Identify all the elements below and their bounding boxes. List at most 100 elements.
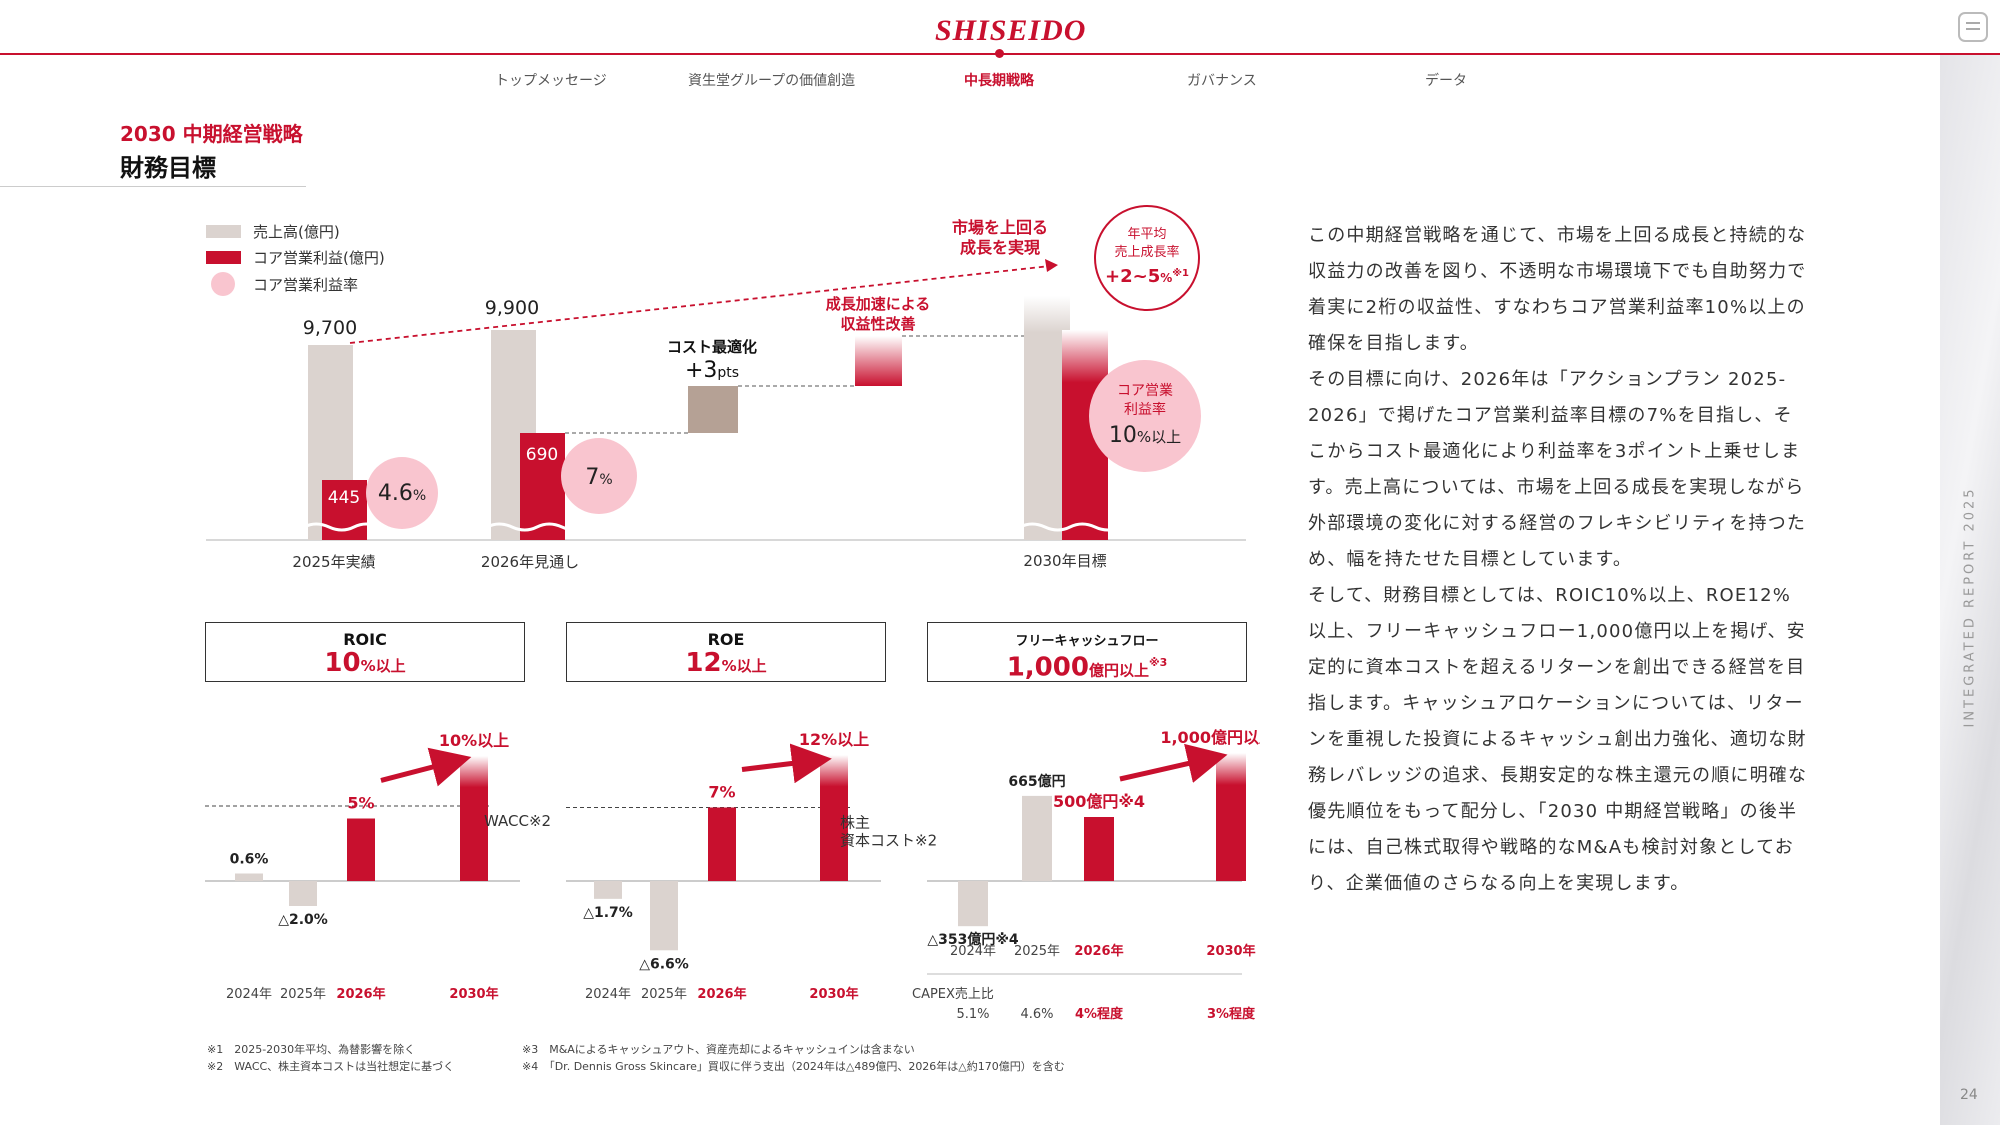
sales-value-2025: 9,700 [303,317,357,339]
margin-value-2026: 7% [585,465,612,490]
fcf-category-0: 2024年 [950,944,996,959]
legend-margin-swatch [211,272,235,296]
fcf-value-label-2: 500億円※4 [1053,792,1145,811]
nav-top-message[interactable]: トップメッセージ [495,73,607,89]
fcf-category-3: 2030年 [1206,943,1255,959]
fcf-capex-value-0: 5.1% [956,1007,989,1022]
fcf-category-1: 2025年 [1014,944,1060,959]
target-margin-value: 10%以上 [1109,423,1181,448]
kpi-roe-unit: %以上 [721,657,767,675]
break-mark [303,522,380,532]
year-label-2026: 2026年見通し [481,553,579,571]
target-margin-label-line1: コア営業 [1117,383,1173,399]
bar-cost-optimization [688,386,738,433]
fcf-category-2: 2026年 [1074,943,1123,959]
break-mark [1019,522,1121,532]
nav-value-creation[interactable]: 資生堂グループの価値創造 [688,73,856,89]
roe-value-label-3: 12%以上 [799,730,869,749]
cost-optimization-label: コスト最適化 [667,338,757,356]
fcf-capex-value-2: 4%程度 [1075,1006,1124,1022]
footnotes-left: ※1 2025-2030年平均、為替影響を除く ※2 WACC、株主資本コストは… [207,1041,454,1075]
roe-reference-label-line1: 株主 [840,814,870,832]
fcf-value-label-0: △353億円※4 [927,931,1019,948]
legend-core-op: コア営業利益(億円) [253,249,385,267]
shiseido-logo[interactable]: SHISEIDO [935,14,1087,47]
roic-value-label-3: 10%以上 [439,731,509,750]
market-label-line2: 成長を実現 [960,238,1040,257]
kpi-fcf-title: フリーキャッシュフロー [1015,634,1159,649]
roic-category-0: 2024年 [226,987,272,1002]
fcf-growth-arrow [1119,743,1228,783]
year-label-2025: 2025年実績 [292,553,375,571]
fcf-bar-0 [958,881,988,927]
margin-bubble-2026 [561,438,637,514]
roic-value-label-0: 0.6% [230,852,269,868]
legend-sales-swatch [206,225,241,238]
legend-sales: 売上高(億円) [253,223,340,241]
kpi-roe-title: ROE [707,630,745,649]
fcf-bar-3 [1216,753,1246,881]
growth-label-line2: 収益性改善 [840,315,915,333]
fcf-capex-value-3: 3%程度 [1207,1006,1256,1022]
roic-category-1: 2025年 [280,987,326,1002]
bar-core-op-2026 [520,433,565,540]
fcf-value-label-1: 665億円 [1008,773,1065,790]
sales-value-2026: 9,900 [485,297,539,319]
kpi-fcf-unit: 億円以上 [1088,661,1149,680]
kpi-fcf-number: 1,000 [1006,652,1089,683]
market-label-line1: 市場を上回る [952,218,1048,237]
roe-category-0: 2024年 [585,987,631,1002]
roe-bar-2 [708,807,736,881]
core-op-value-2025: 445 [328,488,360,508]
roe-value-label-2: 7% [708,783,735,802]
fcf-capex-label: CAPEX売上比 [912,986,994,1002]
body-text: この中期経営戦略を通じて、市場を上回る成長と持続的な収益力の改善を図り、不透明な… [1308,218,1808,902]
kpi-roic-box: ROIC 10%以上 [205,622,525,682]
section-label: 2030 中期経営戦略 [120,122,303,146]
side-panel [1940,55,2000,1125]
core-op-value-2026: 690 [526,445,558,465]
growth-trend-line [349,265,1051,344]
roic-bar-2 [347,818,375,881]
cagr-badge [1094,205,1200,311]
roe-bar-1 [650,881,678,951]
fcf-value-label-3: 1,000億円以上※3 [1160,728,1260,747]
cost-optimization-value: +3pts [685,358,739,383]
roic-category-3: 2030年 [449,986,498,1002]
footnote-3: ※3 M&Aによるキャッシュアウト、資産売却によるキャッシュインは含まない [522,1043,915,1056]
margin-value-2025: 4.6% [378,481,426,506]
fcf-bar-1 [1022,795,1052,881]
roe-reference-label-line2: 資本コスト※2 [840,832,937,850]
legend-margin: コア営業利益率 [253,276,358,294]
main-financial-chart: 売上高(億円) コア営業利益(億円) コア営業利益率 9,700 445 4.6… [206,205,1246,571]
target-margin-label-line2: 利益率 [1124,401,1166,418]
roe-category-3: 2030年 [809,986,858,1002]
body-paragraph-3: そして、財務目標としては、ROIC10%以上、ROE12%以上、フリーキャッシュ… [1308,585,1808,894]
footnotes-right: ※3 M&Aによるキャッシュアウト、資産売却によるキャッシュインは含まない ※4… [522,1041,1065,1075]
kpi-roe-value: 12%以上 [567,649,885,680]
footnote-2: ※2 WACC、株主資本コストは当社想定に基づく [207,1060,455,1073]
roic-reference-label: WACC※2 [484,812,551,830]
page-number: 24 [1960,1087,1978,1103]
bar-growth-improvement [855,336,902,386]
year-label-2030: 2030年目標 [1023,552,1106,570]
fcf-capex-value-1: 4.6% [1020,1007,1053,1022]
footnote-1: ※1 2025-2030年平均、為替影響を除く [207,1043,416,1056]
margin-bubble-2025 [366,457,438,529]
kpi-fcf-value: 1,000億円以上※3 [928,649,1246,685]
break-mark [486,522,588,532]
kpi-roe-box: ROE 12%以上 [566,622,886,682]
menu-icon[interactable] [1958,12,1988,42]
roic-value-label-2: 5% [347,794,374,813]
roe-growth-arrow [741,743,832,784]
nav-mid-long-term-strategy[interactable]: 中長期戦略 [964,73,1034,89]
roic-category-2: 2026年 [336,986,385,1002]
nav-data[interactable]: データ [1425,73,1467,89]
legend-core-op-swatch [206,251,241,264]
cagr-label-line2: 売上成長率 [1114,244,1179,260]
growth-label-line1: 成長加速による [826,295,931,313]
nav-governance[interactable]: ガバナンス [1187,73,1257,89]
roic-growth-arrow [380,747,472,787]
cagr-label-line1: 年平均 [1127,227,1166,242]
growth-trend-arrowhead [1045,259,1058,272]
